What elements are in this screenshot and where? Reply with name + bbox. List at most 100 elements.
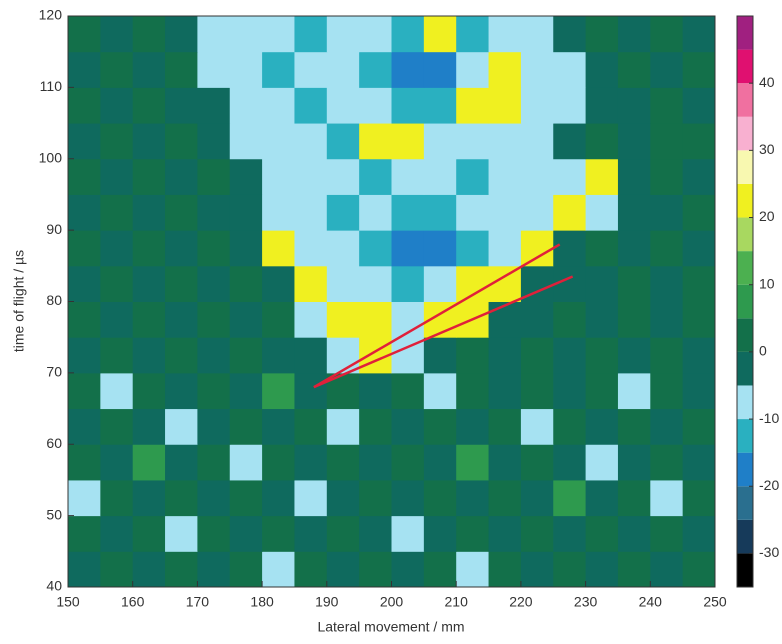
heatmap-cell — [326, 337, 360, 374]
colorbar-segment — [737, 183, 753, 218]
heatmap-cell — [391, 551, 425, 588]
heatmap-cell — [132, 16, 166, 53]
heatmap-cell — [197, 551, 231, 588]
heatmap-cell — [456, 158, 490, 195]
heatmap-cell — [229, 515, 263, 552]
heatmap-cell — [488, 123, 522, 160]
heatmap-cell — [650, 337, 684, 374]
heatmap-cell — [68, 337, 101, 374]
heatmap-cell — [197, 87, 231, 124]
heatmap-cell — [68, 301, 101, 338]
heatmap-cell — [391, 444, 425, 481]
heatmap-cell — [262, 16, 295, 53]
heatmap-cell — [197, 123, 231, 160]
heatmap-cell — [423, 51, 457, 88]
heatmap-cell — [682, 301, 716, 338]
x-tick-label: 210 — [445, 594, 469, 610]
heatmap-cell — [488, 194, 522, 231]
heatmap-cell — [229, 265, 263, 302]
colorbar-segment — [737, 116, 753, 151]
heatmap-cell — [326, 194, 360, 231]
heatmap-cell — [682, 479, 716, 517]
heatmap-cell — [326, 408, 360, 445]
heatmap-cell — [488, 551, 522, 588]
heatmap-cell — [197, 444, 231, 481]
heatmap-cell — [100, 87, 134, 124]
x-tick-label: 220 — [509, 594, 533, 610]
x-tick-label: 200 — [380, 594, 404, 610]
heatmap-cell — [682, 87, 716, 124]
heatmap-cell — [229, 551, 263, 588]
heatmap-cell — [294, 408, 328, 445]
heatmap-cell — [165, 51, 198, 88]
heatmap-cell — [585, 158, 619, 195]
x-tick-label: 230 — [574, 594, 598, 610]
heatmap-cell — [100, 158, 134, 195]
x-tick-label: 150 — [56, 594, 80, 610]
heatmap-cell — [391, 230, 425, 267]
heatmap-cell — [132, 194, 166, 231]
heatmap-cell — [423, 444, 457, 481]
heatmap-cell — [553, 408, 587, 445]
heatmap-cell — [229, 444, 263, 481]
heatmap-cell — [100, 265, 134, 302]
heatmap-cell — [682, 408, 716, 445]
heatmap-cell — [520, 16, 554, 53]
heatmap-cell — [488, 301, 522, 338]
heatmap-cell — [294, 444, 328, 481]
heatmap-cell — [68, 372, 101, 410]
heatmap-cell — [423, 551, 457, 588]
heatmap-cell — [68, 265, 101, 302]
annotation-line — [313, 243, 561, 389]
colorbar-tick-label: 10 — [759, 275, 775, 291]
y-tick-label: 120 — [39, 7, 63, 23]
heatmap-cell — [197, 301, 231, 338]
heatmap-cell — [391, 265, 425, 302]
colorbar-tick-label: 0 — [759, 343, 767, 359]
heatmap-cell — [197, 194, 231, 231]
heatmap-cell — [617, 444, 651, 481]
heatmap-cell — [585, 551, 619, 588]
heatmap-cell — [682, 265, 716, 302]
heatmap-cell — [650, 87, 684, 124]
heatmap-cell — [423, 408, 457, 445]
heatmap-cell — [229, 372, 263, 410]
heatmap-cell — [650, 265, 684, 302]
heatmap-cell — [132, 479, 166, 517]
heatmap-cell — [197, 515, 231, 552]
colorbar-segment — [737, 49, 753, 84]
heatmap-cell — [456, 479, 490, 517]
heatmap-cell — [229, 158, 263, 195]
heatmap-cell — [197, 265, 231, 302]
heatmap-cell — [682, 123, 716, 160]
colorbar-tick-label: -20 — [759, 477, 779, 493]
x-tick-label: 160 — [121, 594, 145, 610]
heatmap-cell — [165, 194, 198, 231]
heatmap-cell — [197, 337, 231, 374]
heatmap-cell — [391, 158, 425, 195]
heatmap-cell — [262, 551, 295, 588]
heatmap-cell — [488, 158, 522, 195]
heatmap-cell — [488, 87, 522, 124]
heatmap-cell — [294, 337, 328, 374]
heatmap-cell — [682, 372, 716, 410]
heatmap-cell — [682, 194, 716, 231]
heatmap-cell — [68, 444, 101, 481]
heatmap-cell — [165, 479, 198, 517]
x-tick-label: 170 — [186, 594, 210, 610]
heatmap-cell — [100, 337, 134, 374]
heatmap-cell — [359, 444, 392, 481]
heatmap-cell — [682, 230, 716, 267]
heatmap-cell — [326, 123, 360, 160]
heatmap-cell — [423, 479, 457, 517]
heatmap-cell — [359, 158, 392, 195]
heatmap-cell — [262, 194, 295, 231]
heatmap-cell — [294, 51, 328, 88]
heatmap-cell — [326, 51, 360, 88]
heatmap-cell — [132, 51, 166, 88]
heatmap-cell — [326, 301, 360, 338]
heatmap-cell — [68, 123, 101, 160]
heatmap-cell — [488, 51, 522, 88]
heatmap-cell — [294, 16, 328, 53]
heatmap-cell — [132, 123, 166, 160]
